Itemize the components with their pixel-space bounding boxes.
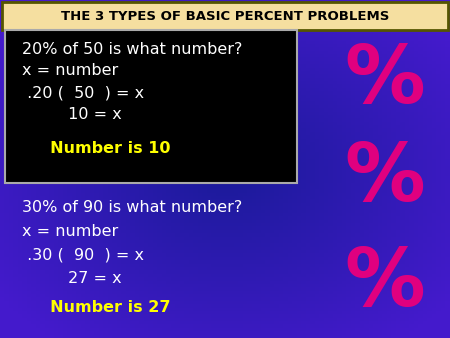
Text: Number is 27: Number is 27: [22, 300, 171, 315]
Text: .30 (  90  ) = x: .30 ( 90 ) = x: [22, 248, 144, 263]
Text: Number is 10: Number is 10: [22, 141, 171, 156]
Text: 30% of 90 is what number?: 30% of 90 is what number?: [22, 200, 243, 215]
Text: 10 = x: 10 = x: [22, 107, 122, 122]
Text: 27 = x: 27 = x: [22, 271, 122, 286]
Text: %: %: [344, 42, 425, 120]
Text: 20% of 50 is what number?: 20% of 50 is what number?: [22, 42, 243, 56]
Text: %: %: [344, 245, 425, 323]
Text: %: %: [344, 140, 425, 218]
Text: .20 (  50  ) = x: .20 ( 50 ) = x: [22, 86, 144, 100]
Text: THE 3 TYPES OF BASIC PERCENT PROBLEMS: THE 3 TYPES OF BASIC PERCENT PROBLEMS: [61, 9, 389, 23]
FancyBboxPatch shape: [2, 2, 448, 30]
Text: x = number: x = number: [22, 64, 119, 78]
Text: x = number: x = number: [22, 224, 119, 239]
FancyBboxPatch shape: [4, 30, 297, 183]
